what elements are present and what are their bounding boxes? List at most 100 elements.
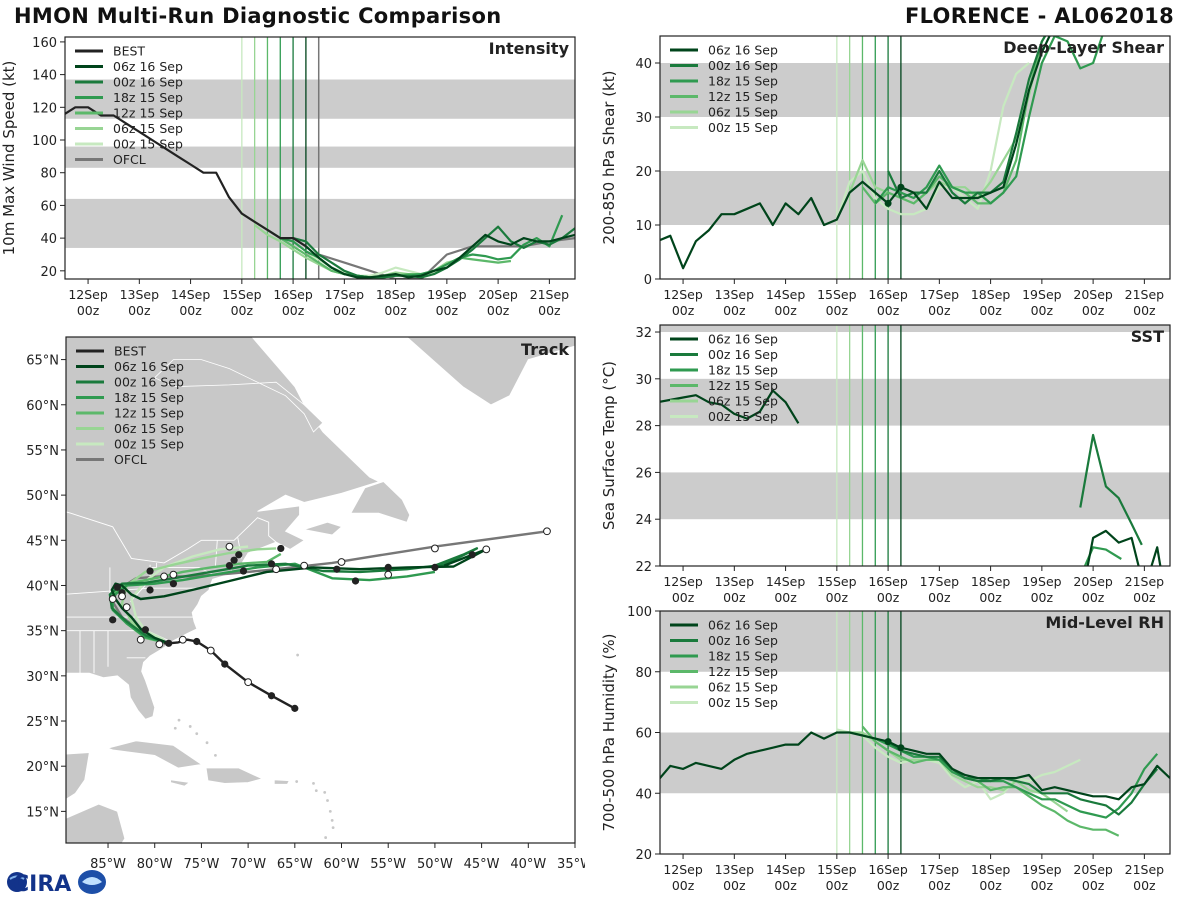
- track-ytick-label: 50°N: [26, 489, 59, 504]
- land-cape-breton: [304, 521, 343, 536]
- intensity-series-best: [65, 106, 307, 248]
- intensity-y-axis-label: 10m Max Wind Speed (kt): [0, 61, 18, 256]
- track-forecast-marker: [160, 572, 168, 581]
- track-xtick-label: 55°W: [370, 857, 406, 872]
- shear-ytick-label: 20: [635, 165, 652, 180]
- track-position-marker: [146, 586, 154, 594]
- track-forecast-marker: [482, 545, 491, 554]
- track-map: 85°W 80°W 75°W 70°W 65°W 60°W 55°W 50°W 45°W 40°W…: [26, 336, 585, 872]
- shear-legend-label-18z-15-sep: 18z 15 Sep: [708, 74, 778, 89]
- land-small-island: [204, 740, 210, 745]
- rh-series-12z-15-sep: [861, 725, 1120, 837]
- rh-series-group: [660, 725, 1170, 837]
- land-small-island: [330, 825, 336, 830]
- track-forecast-marker: [337, 558, 346, 566]
- sst-ytick-label: 26: [635, 466, 652, 481]
- shear-point-marker: [884, 199, 892, 207]
- track-forecast-marker: [225, 542, 234, 551]
- rh-series-06z-16-sep: [660, 731, 1170, 801]
- track-xtick-label: 50°W: [417, 857, 453, 872]
- shear-panel-title: Deep-Layer Shear: [1003, 38, 1164, 57]
- track-forecast-marker: [136, 635, 145, 644]
- sst-xtick-hour: 00z: [1133, 590, 1156, 605]
- intensity-xtick-hour: 00z: [436, 303, 459, 318]
- sst-series-00z-16-sep: [1079, 433, 1143, 546]
- track-forecast-marker: [543, 527, 551, 536]
- rh-xtick-day: 12Sep: [663, 862, 703, 877]
- sst-xtick-hour: 00z: [1082, 590, 1105, 605]
- track-legend-label-00z-16-sep: 00z 16 Sep: [114, 375, 184, 390]
- rh-series-00z-15-sep: [836, 728, 1081, 801]
- shear-axes-frame: [659, 35, 1171, 280]
- rh-panel-title: Mid-Level RH: [1045, 613, 1164, 632]
- intensity-ytick-label: 40: [40, 232, 57, 247]
- land-north-america: [66, 337, 380, 720]
- rh-xtick-day: 17Sep: [920, 862, 960, 877]
- intensity-legend-label-00z-16-sep: 00z 16 Sep: [113, 75, 183, 90]
- intensity-shade-band: [65, 198, 575, 248]
- intensity-xtick-day: 16Sep: [273, 287, 313, 302]
- intensity-ytick-label: 160: [32, 36, 57, 51]
- track-legend-label-00z-15-sep: 00z 15 Sep: [114, 437, 184, 452]
- rh-xtick-day: 16Sep: [868, 862, 908, 877]
- intensity-ytick-label: 140: [32, 69, 57, 84]
- sst-y-axis-label: Sea Surface Temp (°C): [600, 361, 618, 530]
- land-jamaica: [170, 779, 191, 787]
- shear-point-marker: [897, 183, 905, 191]
- shear-chart: 01020304012Sep00z13Sep00z14Sep00z15Sep00…: [600, 35, 1171, 318]
- sst-ytick-label: 32: [635, 326, 652, 341]
- intensity-panel-title: Intensity: [489, 39, 570, 58]
- sst-legend-label-00z-15-sep: 00z 15 Sep: [708, 409, 778, 424]
- cira-logo: CIRA: [7, 870, 106, 897]
- sst-ytick-label: 24: [635, 513, 652, 528]
- rh-xtick-day: 14Sep: [766, 862, 806, 877]
- intensity-xtick-hour: 00z: [179, 303, 202, 318]
- intensity-axes-frame: [64, 36, 576, 280]
- rh-xtick-hour: 00z: [1031, 878, 1054, 893]
- track-position-marker: [109, 616, 117, 624]
- intensity-legend-label-ofcl: OFCL: [113, 152, 146, 167]
- sst-xtick-day: 17Sep: [920, 574, 960, 589]
- sst-xtick-hour: 00z: [774, 590, 797, 605]
- track-position-marker: [277, 544, 285, 553]
- sst-legend-label-18z-15-sep: 18z 15 Sep: [708, 363, 778, 378]
- track-position-marker: [225, 562, 234, 570]
- sst-series-06z-16-sep: [660, 389, 800, 424]
- track-axes-frame: [65, 336, 576, 844]
- sst-xtick-hour: 00z: [826, 590, 849, 605]
- track-line-best: [164, 638, 296, 710]
- track-forecast-marker: [244, 678, 253, 687]
- track-position-marker: [468, 551, 476, 559]
- shear-ytick-label: 10: [635, 219, 652, 234]
- track-xtick-label: 60°W: [324, 857, 360, 872]
- shear-legend-label-00z-15-sep: 00z 15 Sep: [708, 120, 778, 135]
- track-position-marker: [351, 577, 360, 585]
- land-greenland: [406, 337, 575, 406]
- rh-ytick-label: 80: [635, 666, 652, 681]
- track-position-marker: [113, 583, 121, 591]
- land-cuba: [106, 740, 203, 769]
- rh-legend-label-06z-16-sep: 06z 16 Sep: [708, 618, 778, 633]
- track-ytick-label: 35°N: [26, 625, 59, 640]
- intensity-chart: 2040608010012014016012Sep00z13Sep00z14Se…: [0, 36, 576, 318]
- sst-xtick-hour: 00z: [672, 590, 695, 605]
- track-ytick-label: 20°N: [26, 760, 59, 775]
- shear-ytick-label: 30: [635, 111, 652, 126]
- shear-legend-label-06z-16-sep: 06z 16 Sep: [708, 43, 778, 58]
- intensity-xtick-hour: 00z: [77, 303, 100, 318]
- sst-shade-band: [660, 325, 1170, 333]
- rh-xtick-hour: 00z: [672, 878, 695, 893]
- rh-chart: 2040608010012Sep00z13Sep00z14Sep00z15Sep…: [600, 605, 1171, 893]
- intensity-legend-label-06z-16-sep: 06z 16 Sep: [113, 59, 183, 74]
- rh-ytick-label: 20: [635, 848, 652, 863]
- intensity-xtick-hour: 00z: [128, 303, 151, 318]
- sst-xtick-day: 21Sep: [1125, 574, 1165, 589]
- intensity-xtick-hour: 00z: [282, 303, 305, 318]
- rh-series-00z-16-sep: [887, 740, 1159, 816]
- shear-series-00z-15-sep: [835, 62, 1030, 220]
- track-forecast-marker: [206, 646, 215, 655]
- track-position-marker: [333, 565, 341, 573]
- intensity-xtick-day: 13Sep: [120, 287, 160, 302]
- rh-xtick-day: 18Sep: [971, 862, 1011, 877]
- sst-xtick-day: 13Sep: [715, 574, 755, 589]
